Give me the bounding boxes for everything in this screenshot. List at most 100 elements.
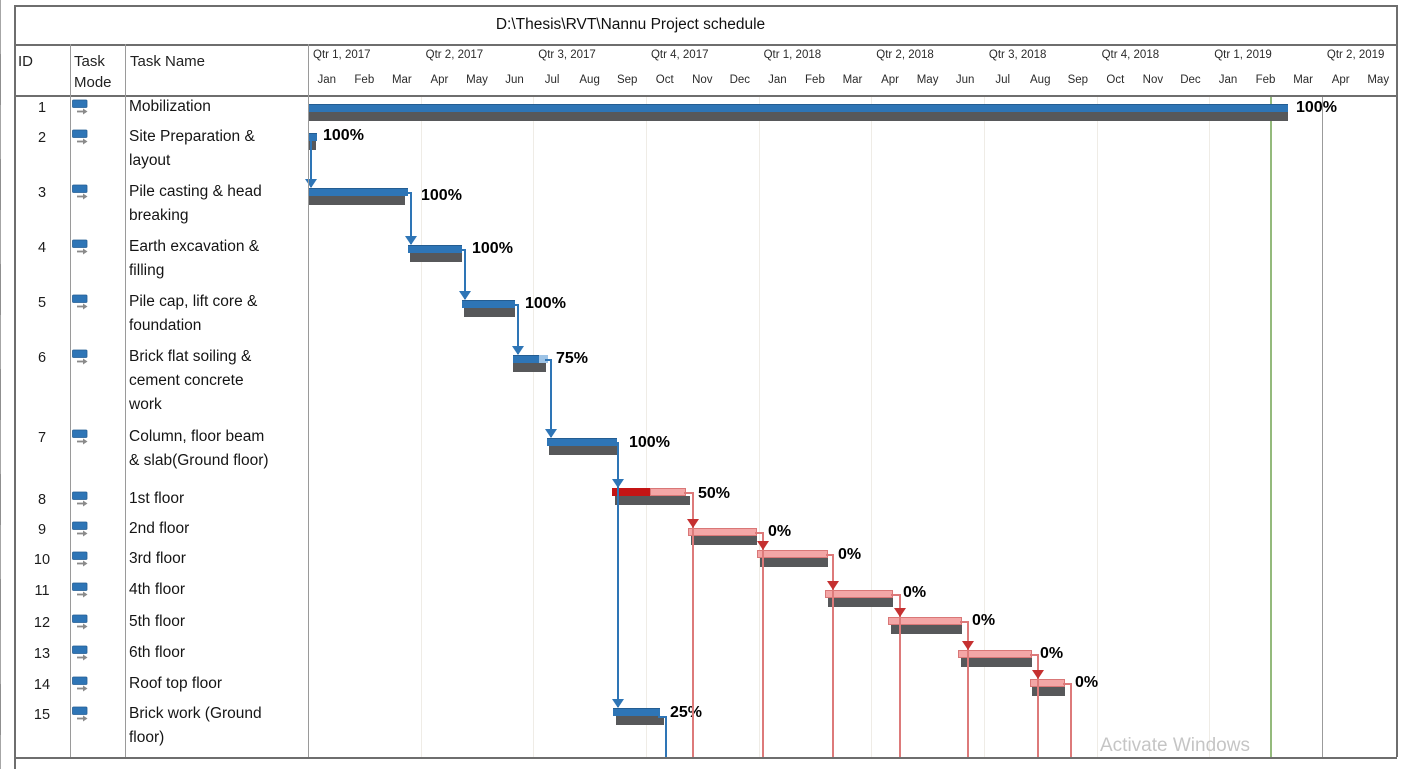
dependency-link (899, 594, 901, 757)
task-id-cell[interactable]: 2 (37, 130, 47, 146)
quarter-gridline (645, 95, 647, 757)
task-id-cell[interactable]: 7 (37, 430, 47, 446)
dependency-link (826, 554, 834, 556)
task-name-line: Pile cap, lift core & (129, 293, 258, 310)
table-row: 7 Column, floor beam & slab(Ground floor) (14, 425, 308, 487)
task-mode-cell[interactable] (72, 184, 92, 200)
gantt-bar-segment[interactable] (757, 550, 828, 558)
gantt-bar-segment[interactable] (650, 488, 686, 496)
task-mode-cell[interactable] (72, 294, 92, 310)
baseline-bar (308, 196, 405, 205)
task-mode-cell[interactable] (72, 129, 92, 145)
progress-label: 100% (629, 434, 670, 451)
task-id-cell[interactable]: 14 (33, 677, 51, 693)
progress-label: 100% (472, 240, 513, 257)
month-label: Oct (1106, 74, 1125, 86)
table-row: 13 6th floor (14, 641, 308, 672)
task-mode-cell[interactable] (72, 99, 92, 115)
dependency-link (684, 492, 694, 494)
dependency-link (459, 249, 466, 251)
task-id-cell[interactable]: 10 (33, 552, 51, 568)
task-mode-cell[interactable] (72, 521, 92, 537)
task-id-cell[interactable]: 8 (37, 492, 47, 508)
table-row: 15 Brick work (Ground floor) (14, 702, 308, 757)
task-name-line: foundation (129, 317, 202, 334)
gantt-bar-segment[interactable] (539, 355, 548, 363)
auto-scheduled-task-mode-icon (72, 129, 91, 149)
task-id-cell[interactable]: 9 (37, 522, 47, 538)
gantt-bar-segment[interactable] (958, 650, 1032, 658)
progress-label: 0% (903, 584, 927, 601)
task-mode-cell[interactable] (72, 706, 92, 722)
task-id-cell[interactable]: 3 (37, 185, 47, 201)
task-mode-cell[interactable] (72, 645, 92, 661)
dependency-link (658, 716, 667, 718)
gantt-bar-segment[interactable] (825, 590, 893, 598)
table-row: 3 Pile casting & head breaking (14, 180, 308, 235)
gantt-bar-segment[interactable] (462, 300, 515, 308)
task-name-line: Column, floor beam (129, 428, 265, 445)
dependency-link (1037, 654, 1039, 757)
gantt-bar-segment[interactable] (612, 488, 650, 496)
month-label: May (466, 74, 488, 86)
month-label: Jun (505, 74, 524, 86)
month-label: Aug (579, 74, 600, 86)
task-mode-cell[interactable] (72, 676, 92, 692)
month-label: Jan (1218, 74, 1238, 86)
task-id-cell[interactable]: 13 (33, 646, 51, 662)
link-arrowhead-icon (612, 479, 624, 488)
task-id-cell[interactable]: 5 (37, 295, 47, 311)
dependency-link (665, 716, 667, 757)
gantt-bar-segment[interactable] (613, 708, 660, 716)
month-label: Mar (391, 74, 412, 86)
task-mode-cell[interactable] (72, 491, 92, 507)
gantt-bar-segment[interactable] (408, 245, 462, 253)
gantt-bar-segment[interactable] (308, 104, 1288, 112)
gantt-bar-segment[interactable] (513, 355, 539, 363)
task-mode-cell[interactable] (72, 349, 92, 365)
page-title: D:\Thesis\RVT\Nannu Project schedule (495, 16, 766, 33)
month-separator (0, 132, 1, 159)
task-id-cell[interactable]: 15 (33, 707, 51, 723)
link-arrowhead-icon (757, 541, 769, 550)
task-name-line: work (129, 396, 162, 413)
task-mode-cell[interactable] (72, 614, 92, 630)
task-id-cell[interactable]: 1 (37, 100, 47, 116)
frame-left-border (14, 5, 16, 769)
baseline-bar (464, 308, 515, 317)
month-label: Feb (805, 74, 825, 86)
month-separator (0, 552, 1, 579)
gantt-bar-segment[interactable] (308, 188, 408, 196)
baseline-bar (1032, 687, 1065, 696)
table-row: 14 Roof top floor (14, 672, 308, 702)
mode-column-border (125, 44, 126, 757)
progress-label: 100% (1296, 99, 1337, 116)
month-label: Jan (768, 74, 787, 86)
link-arrowhead-icon (545, 429, 557, 438)
quarter-gridline (1209, 95, 1211, 757)
task-mode-cell[interactable] (72, 551, 92, 567)
table-row: 12 5th floor (14, 610, 308, 641)
task-mode-cell[interactable] (72, 239, 92, 255)
gantt-bar-segment[interactable] (308, 133, 317, 141)
task-id-cell[interactable]: 11 (34, 583, 50, 599)
auto-scheduled-task-mode-icon (72, 239, 91, 259)
gantt-bar-segment[interactable] (547, 438, 617, 446)
task-mode-cell[interactable] (72, 582, 92, 598)
dependency-link (755, 532, 764, 534)
task-name-line: 1st floor (129, 490, 185, 507)
month-separator (0, 27, 1, 54)
task-mode-cell[interactable] (72, 429, 92, 445)
month-label: Oct (655, 74, 674, 86)
task-id-cell[interactable]: 4 (37, 240, 47, 256)
task-id-cell[interactable]: 6 (37, 350, 47, 366)
dependency-link (410, 192, 412, 244)
gantt-bar-segment[interactable] (1030, 679, 1065, 687)
gantt-bar-segment[interactable] (688, 528, 757, 536)
month-separator (0, 105, 1, 132)
baseline-bar (615, 496, 690, 505)
month-label: Feb (1255, 74, 1276, 86)
link-arrowhead-icon (894, 608, 906, 617)
quarter-separator (0, 579, 1, 630)
task-id-cell[interactable]: 12 (33, 615, 51, 631)
